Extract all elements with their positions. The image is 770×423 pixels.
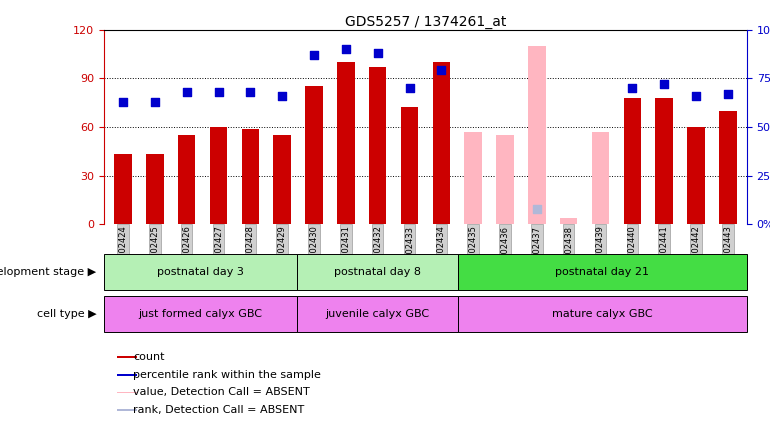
Point — [371, 49, 383, 56]
Point — [308, 52, 320, 58]
Bar — [457, 296, 747, 332]
Point — [149, 98, 161, 105]
Point — [658, 81, 671, 88]
Text: rank, Detection Call = ABSENT: rank, Detection Call = ABSENT — [133, 405, 304, 415]
Bar — [305, 86, 323, 224]
Bar — [178, 135, 196, 224]
Point — [435, 67, 447, 74]
Bar — [400, 107, 418, 224]
Bar — [496, 135, 514, 224]
Point — [244, 88, 256, 95]
Bar — [146, 154, 164, 224]
Bar — [591, 132, 609, 224]
Text: count: count — [133, 352, 164, 362]
Bar — [104, 254, 296, 290]
Bar — [296, 254, 457, 290]
Bar — [114, 154, 132, 224]
Bar — [369, 67, 387, 224]
Bar — [117, 409, 137, 411]
Text: development stage ▶: development stage ▶ — [0, 267, 96, 277]
Text: percentile rank within the sample: percentile rank within the sample — [133, 370, 321, 380]
Bar — [528, 46, 546, 224]
Bar — [117, 356, 137, 358]
Point — [340, 46, 352, 52]
Bar — [296, 296, 457, 332]
Text: postnatal day 3: postnatal day 3 — [157, 267, 244, 277]
Text: juvenile calyx GBC: juvenile calyx GBC — [325, 309, 429, 319]
Bar — [337, 62, 355, 224]
Point — [403, 85, 416, 91]
Text: cell type ▶: cell type ▶ — [37, 309, 96, 319]
Bar — [242, 129, 259, 224]
Bar — [719, 111, 737, 224]
Point — [531, 205, 543, 212]
Bar — [433, 62, 450, 224]
Point — [180, 88, 192, 95]
Bar — [273, 135, 291, 224]
Bar — [624, 98, 641, 224]
Text: postnatal day 21: postnatal day 21 — [555, 267, 649, 277]
Point — [690, 92, 702, 99]
Point — [117, 98, 129, 105]
Text: mature calyx GBC: mature calyx GBC — [552, 309, 652, 319]
Point — [721, 91, 734, 97]
Bar — [687, 127, 705, 224]
Text: postnatal day 8: postnatal day 8 — [333, 267, 420, 277]
Bar — [104, 296, 296, 332]
Bar — [464, 132, 482, 224]
Point — [276, 92, 288, 99]
Bar — [655, 98, 673, 224]
Text: just formed calyx GBC: just formed calyx GBC — [139, 309, 263, 319]
Bar — [209, 127, 227, 224]
Bar — [117, 374, 137, 376]
Point — [626, 85, 638, 91]
Point — [213, 88, 225, 95]
Bar — [117, 392, 137, 393]
Title: GDS5257 / 1374261_at: GDS5257 / 1374261_at — [345, 14, 506, 29]
Text: value, Detection Call = ABSENT: value, Detection Call = ABSENT — [133, 387, 310, 398]
Bar — [560, 218, 578, 224]
Bar — [457, 254, 747, 290]
